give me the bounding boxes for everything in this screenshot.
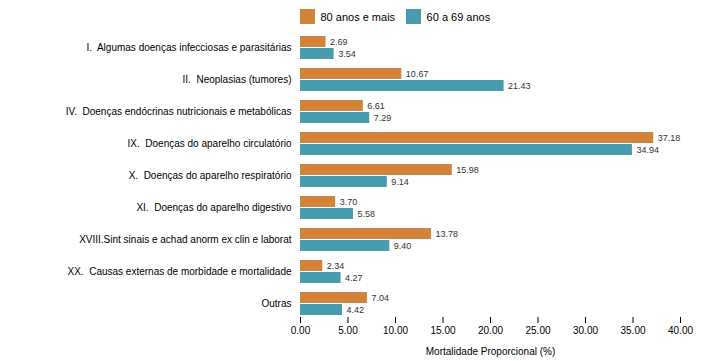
- svg-text:6.61: 6.61: [367, 101, 385, 111]
- svg-text:2.69: 2.69: [330, 37, 348, 47]
- svg-text:25.00: 25.00: [525, 325, 550, 336]
- svg-text:9.40: 9.40: [394, 241, 412, 251]
- svg-text:0.00: 0.00: [291, 325, 311, 336]
- svg-text:15.98: 15.98: [456, 165, 479, 175]
- html-text:60 a 69 anos: 60 a 69 anos: [426, 10, 491, 23]
- svg-text:5.00: 5.00: [338, 325, 358, 336]
- svg-text:35.00: 35.00: [620, 325, 645, 336]
- svg-text:3.54: 3.54: [338, 49, 356, 59]
- svg-text:II. Neoplasias (tumores): II. Neoplasias (tumores): [183, 74, 292, 85]
- svg-text:30.00: 30.00: [573, 325, 598, 336]
- svg-text:10.67: 10.67: [406, 69, 429, 79]
- svg-text:9.14: 9.14: [391, 177, 409, 187]
- svg-text:XI. Doenças do aparelho diges: XI. Doenças do aparelho digestivo: [136, 202, 292, 213]
- svg-text:7.04: 7.04: [371, 293, 389, 303]
- svg-text:XX. Causas externas de morbid: XX. Causas externas de morbidade e morta…: [67, 266, 291, 277]
- svg-text:7.29: 7.29: [374, 113, 392, 123]
- svg-text:X. Doenças do aparelho respir: X. Doenças do aparelho respiratório: [129, 170, 292, 181]
- svg-text:10.00: 10.00: [383, 325, 408, 336]
- svg-text:Mortalidade Proporcional (%): Mortalidade Proporcional (%): [426, 346, 556, 357]
- svg-text:I. Algumas doenças infecciosa: I. Algumas doenças infecciosas e parasit…: [86, 42, 291, 53]
- svg-text:37.18: 37.18: [658, 133, 681, 143]
- svg-text:15.00: 15.00: [430, 325, 455, 336]
- svg-text:Outras: Outras: [261, 298, 291, 309]
- svg-text:IX. Doenças do aparelho circu: IX. Doenças do aparelho circulatório: [128, 138, 292, 149]
- svg-text:2.34: 2.34: [327, 261, 345, 271]
- svg-text:4.42: 4.42: [346, 305, 364, 315]
- svg-text:3.70: 3.70: [340, 197, 358, 207]
- html-text:80 anos e mais: 80 anos e mais: [320, 10, 396, 23]
- svg-text:4.27: 4.27: [345, 273, 363, 283]
- svg-text:XVIII.Sint sinais e achad anor: XVIII.Sint sinais e achad anorm ex clin …: [79, 234, 292, 245]
- svg-text:20.00: 20.00: [478, 325, 503, 336]
- svg-text:40.00: 40.00: [668, 325, 693, 336]
- svg-text:5.58: 5.58: [358, 209, 376, 219]
- svg-text:13.78: 13.78: [435, 229, 458, 239]
- svg-text:IV. Doenças endócrinas nutric: IV. Doenças endócrinas nutricionais e me…: [66, 106, 292, 117]
- svg-text:34.94: 34.94: [636, 145, 659, 155]
- svg-text:21.43: 21.43: [508, 81, 531, 91]
